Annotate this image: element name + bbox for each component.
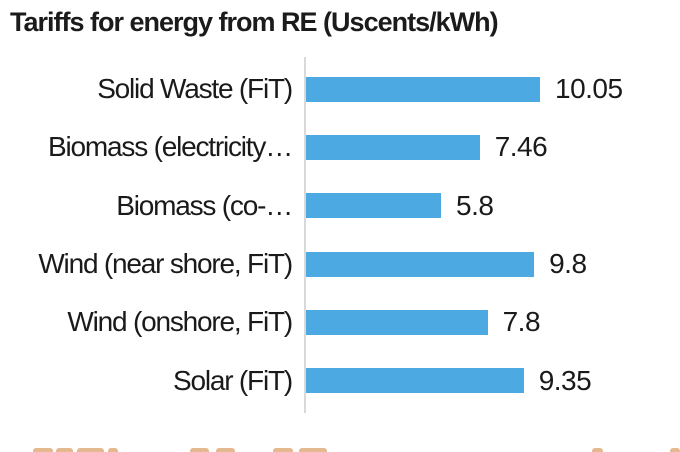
data-label: 5.8 (456, 189, 494, 221)
category-label: Solid Waste (FiT) (97, 73, 292, 105)
caption-fragment (592, 448, 603, 452)
bar-track: 9.35 (306, 364, 592, 397)
bar (306, 76, 540, 102)
caption-fragment (190, 448, 209, 452)
chart-row: Solid Waste (FiT) 10.05 (0, 60, 680, 118)
chart-row: Wind (onshore, FiT) 7.8 (0, 293, 680, 351)
bar (306, 193, 441, 219)
data-label: 7.8 (502, 306, 541, 338)
clipped-caption-fragments (0, 446, 680, 452)
category-label: Wind (onshore, FiT) (67, 306, 292, 338)
caption-fragment (108, 448, 118, 452)
caption-fragment (273, 448, 293, 452)
bar (306, 251, 535, 277)
chart-row: Wind (near shore, FiT) 9.8 (0, 235, 680, 293)
category-label: Biomass (co-… (116, 189, 292, 221)
caption-fragment (56, 448, 73, 452)
bar-track: 9.8 (306, 248, 587, 280)
category-label: Wind (near shore, FiT) (38, 248, 292, 280)
caption-fragment (299, 448, 327, 452)
y-axis-line (304, 57, 306, 413)
caption-fragment (670, 448, 680, 452)
caption-fragment (216, 448, 235, 452)
data-label: 7.46 (494, 131, 548, 163)
bar (306, 309, 488, 335)
plot-area: Solid Waste (FiT) 10.05 Biomass (electrici… (0, 57, 680, 413)
bar-track: 10.05 (306, 73, 623, 105)
bar-track: 7.8 (306, 306, 541, 338)
data-label: 10.05 (555, 73, 623, 105)
bar (306, 368, 524, 394)
caption-fragment (33, 448, 53, 452)
bar (306, 134, 480, 160)
chart-row: Biomass (co-… 5.8 (0, 177, 680, 235)
category-label: Biomass (electricity… (48, 131, 292, 163)
chart-title: Tariffs for energy from RE (Uscents/kWh) (10, 7, 499, 37)
data-label: 9.8 (549, 248, 587, 280)
chart-row: Biomass (electricity… 7.46 (0, 118, 680, 176)
bar-rows: Solid Waste (FiT) 10.05 Biomass (electrici… (0, 60, 680, 410)
bar-track: 5.8 (306, 189, 494, 222)
caption-fragment (77, 448, 104, 452)
data-label: 9.35 (538, 364, 592, 396)
chart-row: Solar (FiT) 9.35 (0, 351, 680, 409)
bar-track: 7.46 (306, 131, 548, 163)
category-label: Solar (FiT) (172, 364, 292, 396)
